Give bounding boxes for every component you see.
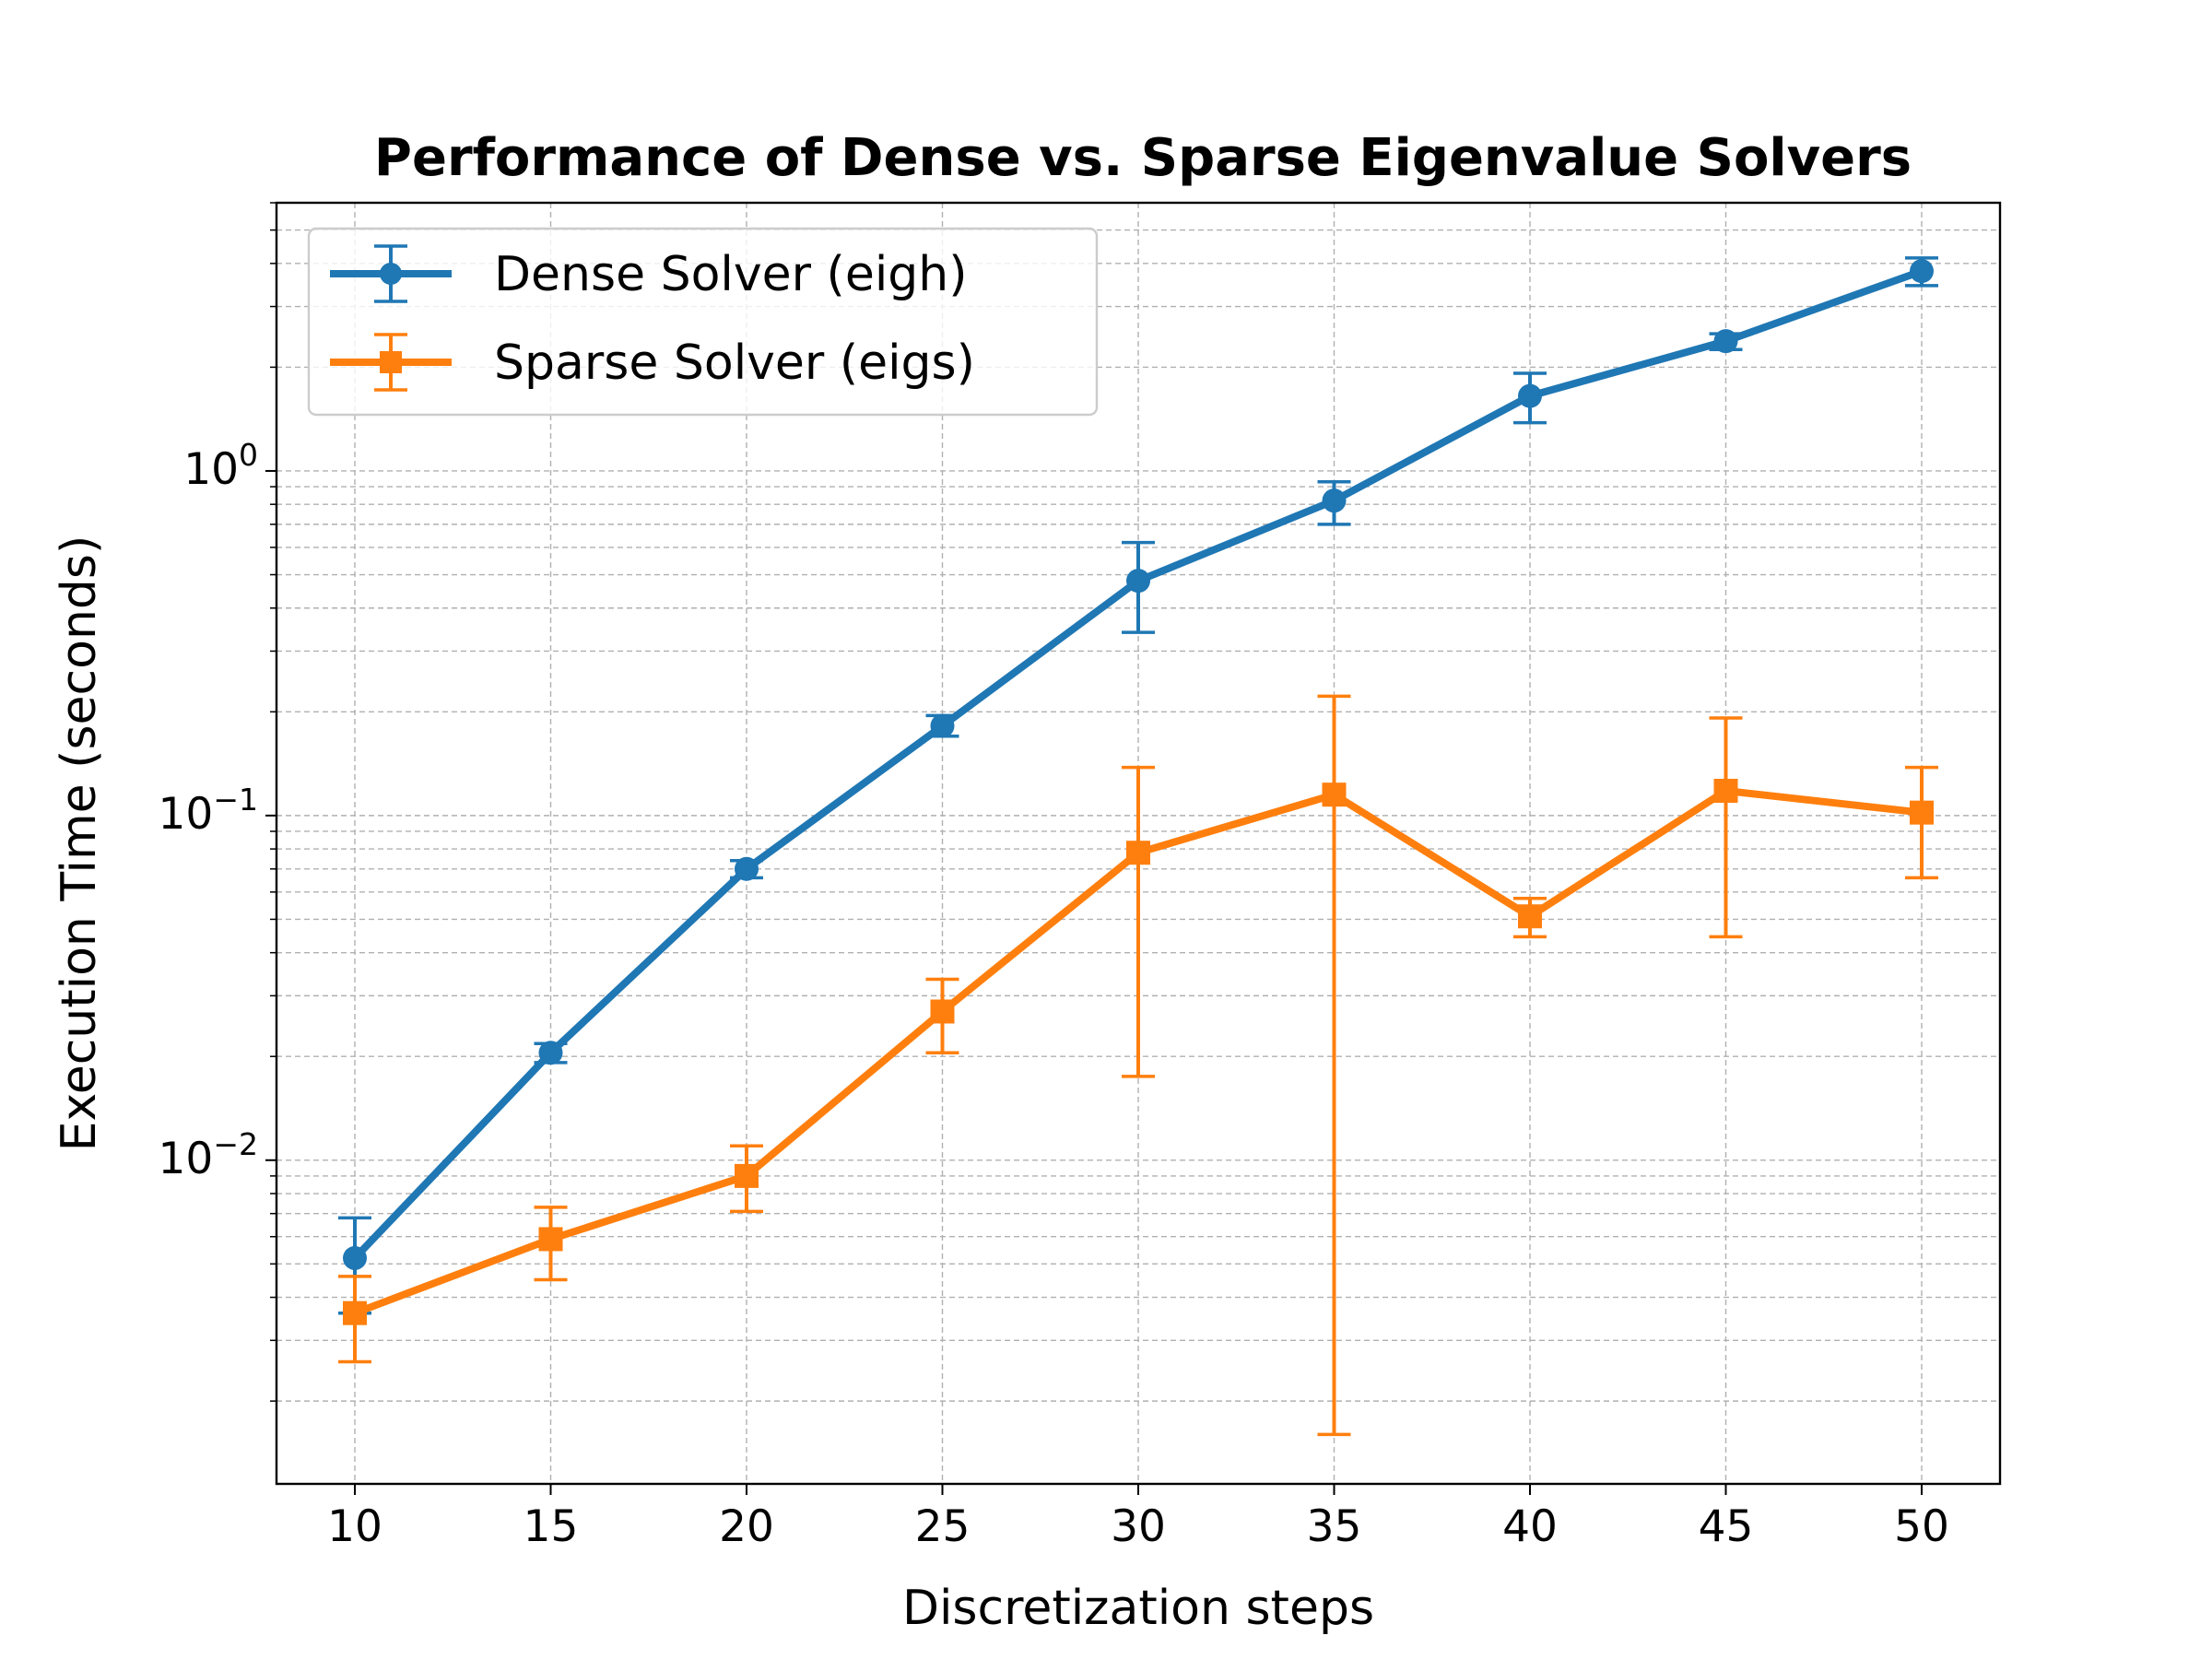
data-point	[343, 1245, 367, 1270]
data-point	[1910, 259, 1934, 284]
data-point	[1322, 782, 1347, 807]
legend-items: Dense Solver (eigh) Sparse Solver (eigs)	[330, 244, 975, 392]
data-point	[1126, 569, 1150, 594]
plot-area	[275, 201, 2002, 1486]
data-point	[735, 1163, 759, 1188]
data-point	[538, 1041, 563, 1065]
legend-marker	[380, 351, 402, 373]
y-tick-label: 10−2	[159, 1126, 258, 1184]
y-tick-label: 10−1	[159, 782, 258, 840]
y-tick-base: 10	[159, 1134, 214, 1184]
series-dense	[338, 256, 1938, 1315]
data-point	[1518, 383, 1542, 408]
legend-marker	[380, 263, 402, 285]
legend-label: Dense Solver (eigh)	[494, 247, 968, 302]
legend-item: Dense Solver (eigh)	[330, 244, 968, 303]
data-point	[1322, 488, 1347, 513]
x-tick-label: 35	[1307, 1501, 1362, 1552]
x-axis-label: Discretization steps	[902, 1581, 1374, 1636]
x-tick-label: 50	[1894, 1501, 1949, 1552]
data-point	[1713, 329, 1738, 354]
data-point	[930, 999, 955, 1024]
y-tick-exponent: 0	[239, 437, 258, 473]
chart-title: Performance of Dense vs. Sparse Eigenval…	[374, 128, 1912, 188]
y-tick-base: 10	[183, 444, 239, 495]
y-axis-label: Execution Time (seconds)	[52, 535, 107, 1152]
series-sparse	[338, 694, 1938, 1437]
data-point	[735, 856, 759, 881]
series-layer	[338, 256, 1938, 1437]
y-tick-exponent: −2	[213, 1126, 258, 1162]
data-point	[1126, 841, 1150, 865]
data-point	[930, 713, 955, 738]
data-point	[1713, 778, 1738, 803]
y-tick-exponent: −1	[213, 782, 258, 818]
data-point	[343, 1300, 367, 1325]
data-point	[538, 1227, 563, 1252]
data-point	[1910, 800, 1934, 825]
x-tick-label: 25	[915, 1501, 971, 1552]
data-point	[1518, 904, 1542, 929]
x-tick-label: 15	[524, 1501, 579, 1552]
x-tick-label: 40	[1502, 1501, 1558, 1552]
x-tick-label: 45	[1699, 1501, 1754, 1552]
legend-item: Sparse Solver (eigs)	[330, 333, 975, 392]
legend-box	[307, 227, 1099, 417]
y-tick-label: 100	[183, 437, 258, 495]
x-tick-label: 30	[1111, 1501, 1166, 1552]
y-tick-base: 10	[159, 789, 214, 840]
x-axis: 10 15 20 25 30 35 40 45 50	[327, 1484, 1949, 1552]
legend-label: Sparse Solver (eigs)	[494, 335, 975, 391]
legend: Dense Solver (eigh) Sparse Solver (eigs)	[307, 227, 1099, 417]
x-tick-label: 20	[719, 1501, 774, 1552]
x-tick-label: 10	[327, 1501, 382, 1552]
